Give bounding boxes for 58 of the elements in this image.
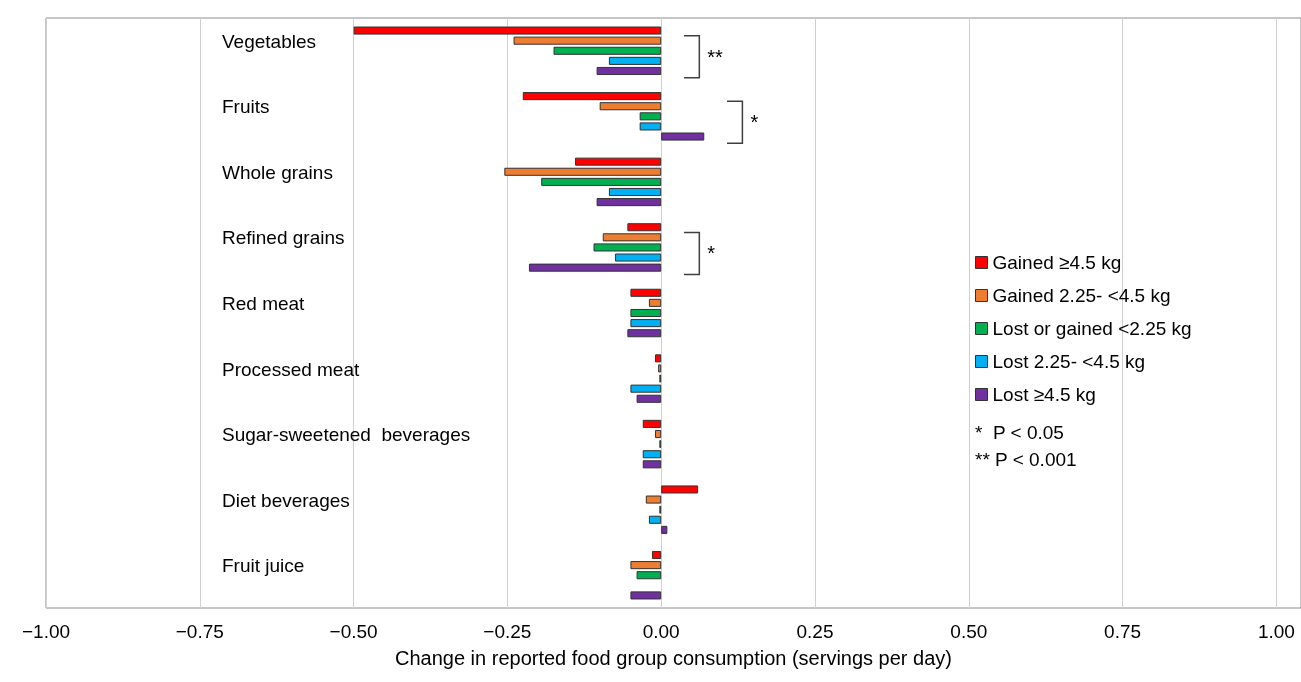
y-tick-label: Processed meat xyxy=(222,358,361,380)
x-tick-label: −0.50 xyxy=(329,621,378,642)
bar xyxy=(608,187,662,197)
y-tick-label: Sugar-sweetened beverages xyxy=(222,424,471,446)
y-tick-label: Red meat xyxy=(222,293,306,314)
legend-label: Gained ≥4.5 kg xyxy=(992,252,1122,273)
legend-label: Lost or gained <2.25 kg xyxy=(992,318,1192,339)
y-tick-label: Refined grains xyxy=(222,227,345,249)
annotation: ** xyxy=(707,45,724,68)
bar xyxy=(599,102,662,111)
x-tick-label: −0.25 xyxy=(483,621,532,642)
bar xyxy=(522,92,662,101)
bar xyxy=(630,319,662,328)
bar xyxy=(642,450,662,459)
bar xyxy=(630,591,662,600)
bar xyxy=(504,167,662,176)
bar xyxy=(630,561,662,570)
y-tick-label: Vegetables xyxy=(222,30,317,52)
bar xyxy=(596,198,662,207)
bar xyxy=(630,308,662,318)
bar xyxy=(636,571,662,580)
annotation: * P < 0.05 xyxy=(975,422,1064,443)
annotation: * xyxy=(707,242,716,265)
bar xyxy=(575,157,662,166)
bar xyxy=(648,515,662,524)
legend-label: Gained 2.25- <4.5 kg xyxy=(992,285,1171,306)
y-tick-label: Diet beverages xyxy=(222,489,350,511)
bar xyxy=(661,525,668,534)
x-tick-label: 0.75 xyxy=(1104,621,1142,642)
x-tick-label: 0.00 xyxy=(642,621,680,642)
legend-label: Lost ≥4.5 kg xyxy=(992,384,1096,405)
bar xyxy=(608,56,662,65)
x-tick-label: 0.50 xyxy=(950,621,988,642)
bar xyxy=(596,66,662,76)
annotation: * xyxy=(750,111,759,134)
bar xyxy=(655,429,662,439)
x-tick-label: 1.00 xyxy=(1257,621,1295,642)
y-tick-label: Fruits xyxy=(222,96,270,118)
bar xyxy=(648,298,662,307)
legend-label: Lost 2.25- <4.5 kg xyxy=(992,351,1146,372)
x-tick-label: −1.00 xyxy=(21,621,71,642)
bar xyxy=(642,460,662,469)
bar xyxy=(541,177,662,186)
x-tick-label: 0.25 xyxy=(796,621,834,642)
bar xyxy=(661,132,705,141)
y-tick-label: Fruit juice xyxy=(222,555,305,577)
annotation: ** P < 0.001 xyxy=(975,449,1077,470)
y-tick-label: Whole grains xyxy=(222,161,333,183)
bar xyxy=(661,485,699,494)
bar xyxy=(630,288,662,297)
x-tick-label: −0.75 xyxy=(175,621,224,642)
bar xyxy=(636,394,662,403)
bar xyxy=(553,46,662,55)
bar xyxy=(642,419,662,428)
bar xyxy=(651,550,662,560)
bar xyxy=(627,223,662,232)
bar xyxy=(627,329,662,338)
x-axis-title: Change in reported food group consumption (servings per day) xyxy=(395,647,952,669)
